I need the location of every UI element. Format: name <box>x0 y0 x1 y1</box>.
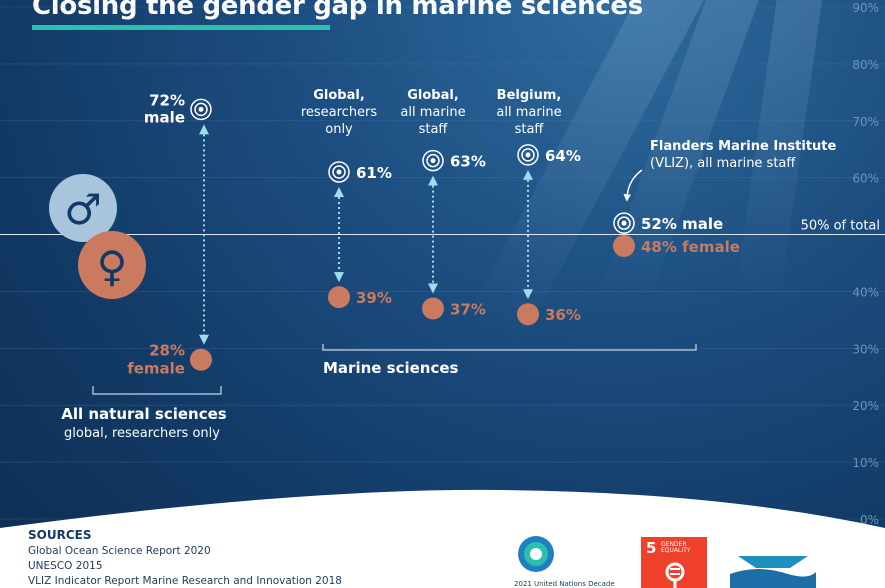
female-dot <box>422 297 444 320</box>
male-dot-ring <box>617 216 631 230</box>
y-tick-label: 80% <box>852 58 879 72</box>
female-dot <box>328 286 350 309</box>
source-item: Global Ocean Science Report 2020 <box>28 545 211 557</box>
y-tick-label: 30% <box>852 342 879 356</box>
y-tick-label: 70% <box>852 115 879 129</box>
male-dot-center <box>430 158 436 164</box>
female-word-label: female <box>127 360 185 378</box>
female-dot <box>613 234 635 257</box>
male-dot-center <box>621 220 627 226</box>
category-label: staff <box>419 122 449 137</box>
source-item: VLIZ Indicator Report Marine Research an… <box>28 575 342 587</box>
y-tick-label: 40% <box>852 285 879 299</box>
male-dot <box>328 161 350 183</box>
male-dot <box>422 149 444 172</box>
male-value-label: 63% <box>450 153 486 171</box>
y-tick-label: 0% <box>860 513 879 527</box>
data-marks: 72%male 28%female 61% 39% 63% 37% 64% 36% 52% ma… <box>127 91 740 377</box>
category-label: researchers <box>301 105 378 120</box>
male-dot <box>613 212 635 234</box>
male-dot <box>190 98 212 121</box>
category-label: staff <box>515 122 545 137</box>
category-label: only <box>325 122 353 137</box>
vliz-pointer-arrow <box>623 169 643 202</box>
gender-equality-icon <box>665 562 685 588</box>
female-dot <box>190 348 212 371</box>
y-tick-label: 90% <box>852 1 879 15</box>
group-label-natural-sciences: All natural sciences <box>61 405 227 423</box>
male-value-label: 64% <box>545 147 581 165</box>
group-sublabel-natural-sciences: global, researchers only <box>64 426 220 441</box>
male-dot-center <box>525 152 531 158</box>
male-dot-ring <box>190 98 212 121</box>
sdg5-logo: 5 GENDER EQUALITY <box>641 537 707 588</box>
male-symbol: ♂ <box>49 174 117 242</box>
male-dot-ring <box>613 212 635 234</box>
natural-sciences-bracket <box>92 386 222 395</box>
male-dot-ring <box>194 102 208 117</box>
male-dot-ring <box>517 144 539 166</box>
male-dot-ring <box>328 161 350 183</box>
page-title: Closing the gender gap in marine science… <box>32 0 643 21</box>
sdg5-number: 5 <box>646 539 657 557</box>
ocean-decade-logo <box>518 536 554 572</box>
y-tick-label: 20% <box>852 399 879 413</box>
vliz-logo <box>730 556 816 588</box>
y-axis-ticks: 90% 80% 70% 60% 40% 30% 20% 10% 0% <box>852 1 879 527</box>
female-dot <box>517 303 539 326</box>
sdg5-label: GENDER EQUALITY <box>661 541 691 554</box>
male-dot <box>517 144 539 166</box>
category-label-bold: Belgium, <box>497 88 562 103</box>
category-label: all marine <box>400 105 465 120</box>
category-label-bold: Global, <box>407 88 459 103</box>
sources-title: SOURCES <box>28 528 92 542</box>
male-value-label: 61% <box>356 164 392 182</box>
male-dot-ring <box>332 165 346 179</box>
title-underline <box>32 25 330 30</box>
source-item: UNESCO 2015 <box>28 560 103 572</box>
reference-line-label: 50% of total <box>801 219 880 234</box>
ocean-decade-text: 2021 United Nations Decade <box>514 580 615 588</box>
female-value-label: 36% <box>545 306 581 324</box>
category-label-bold: Flanders Marine Institute <box>650 139 837 154</box>
female-value-label: 39% <box>356 289 392 307</box>
male-dot-center <box>336 169 342 175</box>
y-tick-label: 10% <box>852 456 879 470</box>
male-symbol-glyph: ♂ <box>64 185 102 234</box>
female-value-label: 48% female <box>641 238 740 256</box>
category-label: all marine <box>496 105 561 120</box>
female-value-label: 37% <box>450 301 486 319</box>
female-symbol: ♀ <box>78 231 146 299</box>
female-value-label: 28% <box>149 342 185 360</box>
male-dot-ring <box>422 149 444 172</box>
male-dot-center <box>198 106 204 112</box>
male-dot-ring <box>521 148 535 162</box>
male-word-label: male <box>144 108 185 126</box>
male-dot-ring <box>426 153 440 168</box>
y-tick-label: 60% <box>852 172 879 186</box>
reference-line-50: 50% of total <box>0 219 885 236</box>
category-label: (VLIZ), all marine staff <box>650 156 796 171</box>
marine-sciences-bracket <box>322 344 697 351</box>
category-label-bold: Global, <box>313 88 365 103</box>
group-label-marine-sciences: Marine sciences <box>323 359 459 377</box>
male-value-label: 52% male <box>641 215 723 233</box>
female-symbol-glyph: ♀ <box>97 242 128 291</box>
male-value-label: 72% <box>149 91 185 109</box>
